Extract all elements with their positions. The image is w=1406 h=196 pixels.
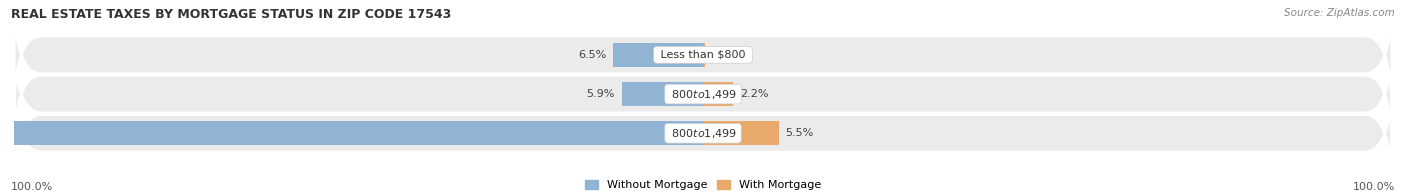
FancyBboxPatch shape [14,0,1392,114]
Text: 100.0%: 100.0% [1353,182,1395,192]
Bar [703,82,734,106]
Text: 5.9%: 5.9% [586,89,614,99]
Text: $800 to $1,499: $800 to $1,499 [668,127,738,140]
Text: 0.15%: 0.15% [711,50,747,60]
Text: Less than $800: Less than $800 [657,50,749,60]
FancyBboxPatch shape [14,74,1392,193]
Bar [621,82,703,106]
Bar [703,43,704,67]
Bar [613,43,703,67]
Text: 6.5%: 6.5% [578,50,606,60]
Bar [0,121,703,145]
Text: $800 to $1,499: $800 to $1,499 [668,88,738,101]
Text: 2.2%: 2.2% [740,89,769,99]
FancyBboxPatch shape [14,34,1392,154]
Text: 100.0%: 100.0% [11,182,53,192]
Text: REAL ESTATE TAXES BY MORTGAGE STATUS IN ZIP CODE 17543: REAL ESTATE TAXES BY MORTGAGE STATUS IN … [11,8,451,21]
Text: Source: ZipAtlas.com: Source: ZipAtlas.com [1284,8,1395,18]
Legend: Without Mortgage, With Mortgage: Without Mortgage, With Mortgage [585,180,821,191]
Bar [703,121,779,145]
Text: 5.5%: 5.5% [786,128,814,138]
